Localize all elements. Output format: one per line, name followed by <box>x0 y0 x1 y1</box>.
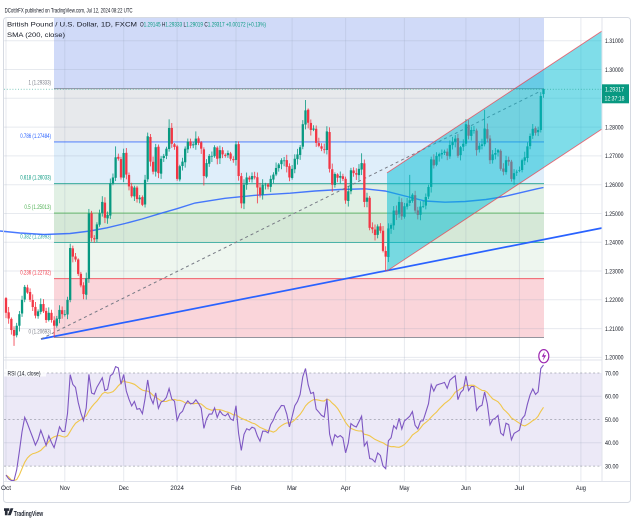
svg-text:1.29317: 1.29317 <box>605 87 624 94</box>
svg-text:1.24000: 1.24000 <box>605 240 624 247</box>
svg-text:Dec: Dec <box>119 485 130 492</box>
svg-text:DCottlrFX published on Trading: DCottlrFX published on TradingView.com, … <box>5 7 133 14</box>
svg-text:O1.29145 H1.29333 L1.29019 C1.: O1.29145 H1.29333 L1.29019 C1.29317 +0.0… <box>140 22 266 29</box>
svg-text:2024: 2024 <box>170 485 184 492</box>
svg-text:0.5 (1.25013): 0.5 (1.25013) <box>24 204 51 211</box>
svg-text:1.30000: 1.30000 <box>605 67 624 74</box>
svg-text:40.00: 40.00 <box>605 440 619 447</box>
svg-text:1.27000: 1.27000 <box>605 153 624 160</box>
svg-text:1.21000: 1.21000 <box>605 326 624 333</box>
svg-text:50.00: 50.00 <box>605 417 619 424</box>
svg-text:0.786 (1.27484): 0.786 (1.27484) <box>20 133 51 140</box>
svg-text:Oct: Oct <box>1 485 11 492</box>
svg-text:0.236 (1.22732): 0.236 (1.22732) <box>20 270 51 277</box>
svg-text:Nov: Nov <box>60 485 71 492</box>
svg-text:1.28000: 1.28000 <box>605 124 624 131</box>
svg-text:SMA (200, close): SMA (200, close) <box>7 32 65 39</box>
svg-text:Feb: Feb <box>231 485 241 492</box>
svg-text:1.26000: 1.26000 <box>605 182 624 189</box>
svg-text:Apr: Apr <box>341 485 352 492</box>
svg-text:Jun: Jun <box>461 485 471 492</box>
svg-text:12:37:18: 12:37:18 <box>605 95 625 102</box>
svg-text:British Pound / U.S. Dollar, 1: British Pound / U.S. Dollar, 1D, FXCM <box>7 22 137 29</box>
svg-text:0.618 (1.26033): 0.618 (1.26033) <box>20 175 51 182</box>
svg-text:May: May <box>399 485 410 492</box>
svg-text:Mar: Mar <box>287 485 298 492</box>
svg-text:70.00: 70.00 <box>605 370 619 377</box>
svg-text:0 (1.20693): 0 (1.20693) <box>29 328 52 335</box>
svg-text:Aug: Aug <box>576 485 586 492</box>
svg-text:30.00: 30.00 <box>605 463 619 470</box>
svg-text:1.25000: 1.25000 <box>605 211 624 218</box>
svg-text:1 (1.29333): 1 (1.29333) <box>29 80 52 87</box>
svg-text:1.31000: 1.31000 <box>605 38 624 45</box>
svg-text:RSI (14, close): RSI (14, close) <box>8 370 41 377</box>
svg-text:Jul: Jul <box>514 485 524 492</box>
svg-text:1.23000: 1.23000 <box>605 268 624 275</box>
svg-text:0.382 (1.23993): 0.382 (1.23993) <box>20 233 51 240</box>
svg-text:1.22000: 1.22000 <box>605 297 624 304</box>
svg-text:60.00: 60.00 <box>605 394 619 401</box>
svg-text:TradingView: TradingView <box>14 511 44 518</box>
svg-text:1.20000: 1.20000 <box>605 355 624 362</box>
